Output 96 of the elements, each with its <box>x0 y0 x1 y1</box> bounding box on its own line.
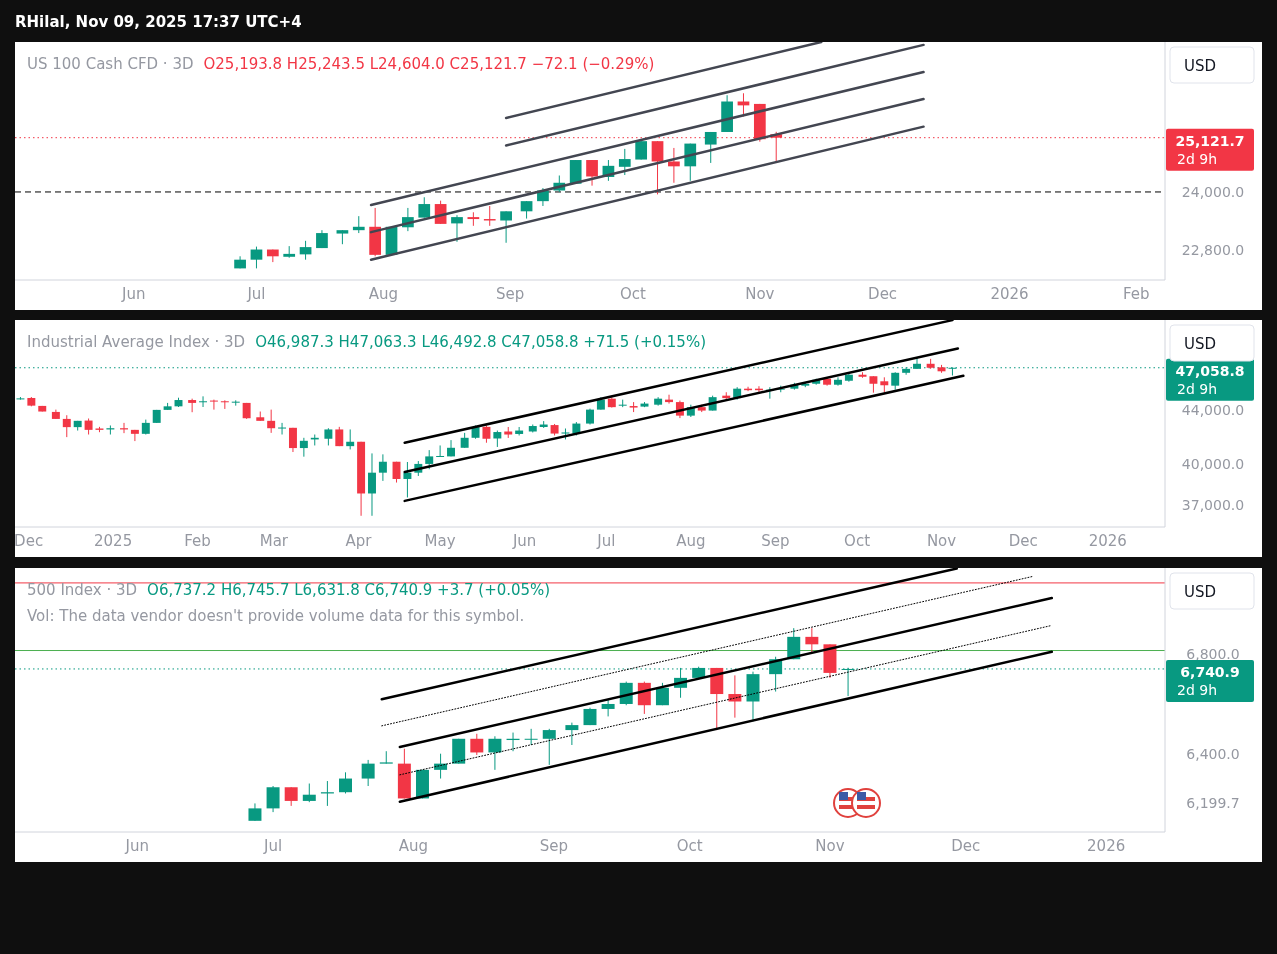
x-tick-label: May <box>424 532 456 550</box>
x-tick-label: Jul <box>596 532 616 550</box>
candlestick <box>834 376 842 387</box>
candlestick <box>470 733 484 756</box>
x-tick-label: Mar <box>259 532 289 550</box>
x-tick-label: Dec <box>14 532 44 550</box>
candlestick <box>299 437 308 458</box>
candlestick <box>339 771 352 794</box>
candlestick <box>542 728 556 766</box>
candlestick <box>618 148 631 176</box>
candlestick <box>62 414 71 438</box>
annotation: Vol: The data vendor doesn't provide volume data for this symbol. <box>27 607 525 625</box>
candlestick <box>451 214 463 243</box>
candlestick <box>188 398 197 413</box>
ref-line-label: 47,058.8 2d 9h <box>1175 362 1245 397</box>
x-tick-label: Nov <box>926 532 957 550</box>
candlestick <box>488 735 502 771</box>
candlestick <box>447 439 455 457</box>
y-tick-label: 24,000.0 <box>1181 183 1245 200</box>
candlestick <box>805 627 819 654</box>
text: RHilal, Nov 09, 2025 17:37 UTC+4 <box>15 13 302 31</box>
y-tick-label: 40,000.0 <box>1181 456 1245 473</box>
candlestick <box>586 159 598 187</box>
candlestick <box>288 427 297 453</box>
text: O46,987.3 H47,063.3 L46,492.8 C47,058.8 +71.5 (+0.15%) <box>255 333 707 351</box>
candlestick <box>668 147 680 184</box>
candlestick <box>524 728 538 746</box>
x-tick-label: Sep <box>539 837 568 855</box>
candlestick <box>378 453 387 482</box>
x-tick-label: Aug <box>398 837 429 855</box>
ref-line-label: 25,121.7 2d 9h <box>1175 132 1245 167</box>
x-tick-label: Oct <box>844 532 871 550</box>
candlestick <box>284 786 298 807</box>
candlestick <box>425 449 434 470</box>
candlestick <box>361 759 375 787</box>
x-tick-label: Apr <box>345 532 373 550</box>
candlestick <box>199 395 208 408</box>
x-tick-label: Nov <box>745 285 775 303</box>
y-tick-label: 44,000.0 <box>1181 401 1245 418</box>
candlestick <box>278 422 287 436</box>
text: O25,193.8 H25,243.5 L24,604.0 C25,121.7 −72.1 (−0.29%) <box>203 55 655 73</box>
candlestick <box>266 785 280 813</box>
y-tick-label: 6,400.0 <box>1186 745 1240 762</box>
x-tick-label: Oct <box>676 837 703 855</box>
candlestick <box>436 444 445 458</box>
candlestick <box>403 461 412 498</box>
x-tick-label: Dec <box>1008 532 1038 550</box>
candlestick <box>368 452 376 517</box>
x-tick-label: Jun <box>124 837 149 855</box>
candlestick <box>635 140 648 161</box>
y-axis-title: USD <box>1184 335 1217 353</box>
candlestick <box>130 429 139 442</box>
x-tick-label: Nov <box>815 837 845 855</box>
x-tick-label: Feb <box>1123 285 1150 303</box>
candlestick <box>651 140 664 195</box>
candlestick <box>483 205 496 227</box>
text: O6,737.2 H6,745.7 L6,631.8 C6,740.9 +3.7 (+0.05%) <box>147 581 551 599</box>
x-tick-label: Oct <box>620 285 647 303</box>
ref-line-label: 6,740.9 2d 9h <box>1177 663 1240 698</box>
candlestick <box>267 409 276 434</box>
candlestick <box>500 210 512 244</box>
x-tick-label: Aug <box>368 285 398 303</box>
x-tick-label: Jun <box>511 532 537 550</box>
x-tick-label: Jul <box>246 285 266 303</box>
y-tick-label: 37,000.0 <box>1181 497 1245 514</box>
x-tick-label: Feb <box>184 532 211 550</box>
x-tick-label: Dec <box>868 285 898 303</box>
candlestick <box>302 783 316 803</box>
candlestick <box>565 722 579 746</box>
y-tick-label: 6,800.0 <box>1186 646 1240 663</box>
y-tick-label: 6,199.7 <box>1186 795 1240 812</box>
x-tick-label: Jun <box>120 285 146 303</box>
x-tick-label: Sep <box>496 285 525 303</box>
candlestick <box>601 698 615 717</box>
x-tick-label: Aug <box>676 532 706 550</box>
x-tick-label: 2026 <box>1088 532 1127 550</box>
candlestick <box>231 399 240 407</box>
x-tick-label: 2026 <box>1087 837 1126 855</box>
x-tick-label: Dec <box>951 837 981 855</box>
x-tick-label: 2026 <box>990 285 1029 303</box>
candlestick <box>209 399 218 411</box>
y-axis-title: USD <box>1184 57 1217 75</box>
candlestick <box>379 750 393 765</box>
candlestick <box>704 131 717 164</box>
text: US 100 Cash CFD · 3D <box>27 55 194 73</box>
y-axis-title: USD <box>1184 583 1217 601</box>
candlestick <box>250 246 263 269</box>
text: Industrial Average Index · 3D <box>27 333 246 351</box>
candlestick <box>346 428 355 450</box>
x-tick-label: Sep <box>761 532 790 550</box>
candlestick <box>299 240 312 261</box>
text: 500 Index · 3D <box>27 581 138 599</box>
x-tick-label: 2025 <box>94 532 133 550</box>
x-tick-label: Jul <box>263 837 283 855</box>
candlestick <box>418 196 431 219</box>
y-tick-label: 22,800.0 <box>1181 242 1245 259</box>
